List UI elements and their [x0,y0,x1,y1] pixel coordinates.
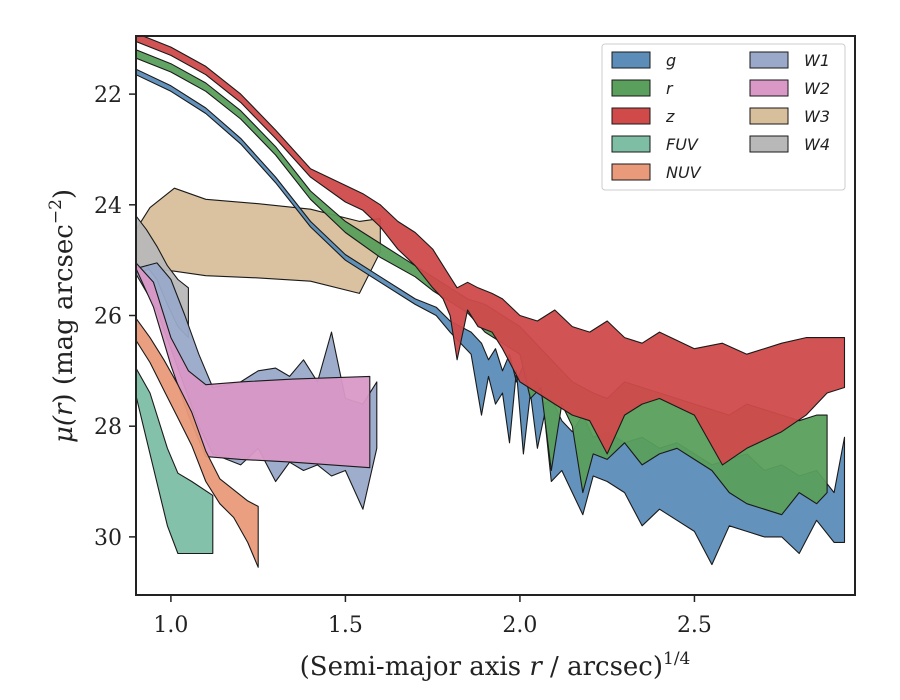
x-tick-label: 1.5 [328,613,363,638]
x-axis-label: (Semi-major axis r / arcsec)1/4 [300,649,691,682]
y-tick-label: 26 [94,305,122,330]
legend-swatch-w3 [749,107,789,125]
series-band-nuv [136,317,259,568]
legend-label-fuv: FUV [666,135,699,154]
legend-label-w3: W3 [804,107,830,126]
legend-swatch-nuv [611,163,651,181]
legend-swatch-g [611,51,651,69]
series-layer [136,36,846,568]
legend-label-w4: W4 [804,135,830,154]
legend: grz FUV NUV W1 W2 W3 W4 [601,43,846,191]
x-tick-label: 1.0 [153,613,188,638]
y-tick-label: 22 [94,83,122,108]
legend-swatch-fuv [611,135,651,153]
y-tick-label: 24 [94,194,122,219]
legend-swatch-w4 [749,135,789,153]
legend-swatch-w2 [749,79,789,97]
y-axis-label: μ(r) (mag arcsec−2) [46,189,79,443]
legend-label-w1: W1 [804,51,830,70]
legend-label-w2: W2 [804,79,830,98]
y-tick-label: 28 [94,415,122,440]
legend-label-z: z [665,107,675,126]
legend-swatch-r [611,79,651,97]
series-band-z [136,36,846,466]
x-tick-label: 2.0 [502,613,537,638]
y-axis-ticks: 22 24 26 28 30 [94,83,136,551]
legend-swatch-w1 [749,51,789,69]
legend-label-nuv: NUV [666,163,702,182]
series-band-g [136,68,846,566]
legend-swatch-z [611,107,651,125]
series-band-w2 [136,262,371,469]
legend-label-r: r [666,79,674,98]
x-axis-ticks: 1.0 1.5 2.0 2.5 [153,595,712,638]
y-tick-label: 30 [94,526,122,551]
x-tick-label: 2.5 [677,613,712,638]
series-band-fuv [136,367,214,555]
legend-label-g: g [666,51,676,70]
